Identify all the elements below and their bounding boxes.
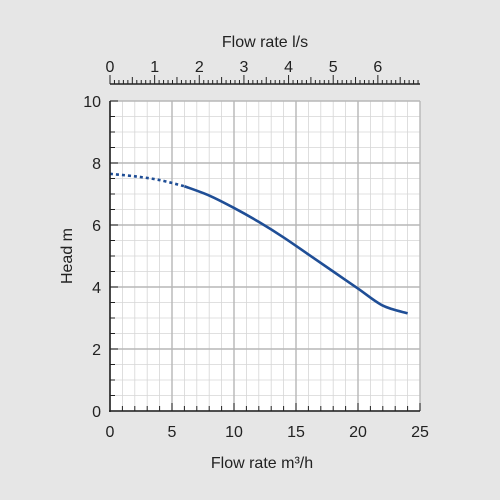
top-tick-label: 0: [106, 59, 115, 76]
y-tick-label: 6: [92, 218, 101, 235]
top-tick-label: 4: [284, 59, 293, 76]
y-tick-label: 4: [92, 280, 101, 297]
x-tick-label: 0: [106, 424, 115, 441]
y-tick-labels: 0 2 4 6 8 10: [83, 94, 101, 421]
x-tick-label: 25: [411, 424, 429, 441]
y-tick-label: 2: [92, 342, 101, 359]
top-tick-label: 6: [373, 59, 382, 76]
top-tick-labels: 0 1 2 3 4 5 6: [106, 59, 383, 76]
pump-curve-dashed: [109, 172, 185, 188]
x-axis-title: Flow rate m³/h: [211, 455, 313, 472]
top-tick-label: 1: [150, 59, 159, 76]
top-tick-label: 2: [195, 59, 204, 76]
curve-layer: [109, 172, 408, 315]
y-tick-label: 0: [92, 404, 101, 421]
x-tick-label: 20: [349, 424, 367, 441]
x-tick-label: 5: [168, 424, 177, 441]
y-tick-label: 10: [83, 94, 101, 111]
y-axis-title: Head m: [59, 228, 76, 284]
x-tick-label: 10: [225, 424, 243, 441]
pump-curve-solid: [183, 185, 408, 315]
top-tick-label: 5: [329, 59, 338, 76]
axes: [109, 75, 421, 412]
top-x-axis-title: Flow rate l/s: [222, 34, 308, 51]
x-tick-label: 15: [287, 424, 305, 441]
y-tick-label: 8: [92, 156, 101, 173]
x-tick-labels: 0 5 10 15 20 25: [106, 424, 429, 441]
minor-grid: [109, 100, 421, 412]
top-tick-label: 3: [239, 59, 248, 76]
